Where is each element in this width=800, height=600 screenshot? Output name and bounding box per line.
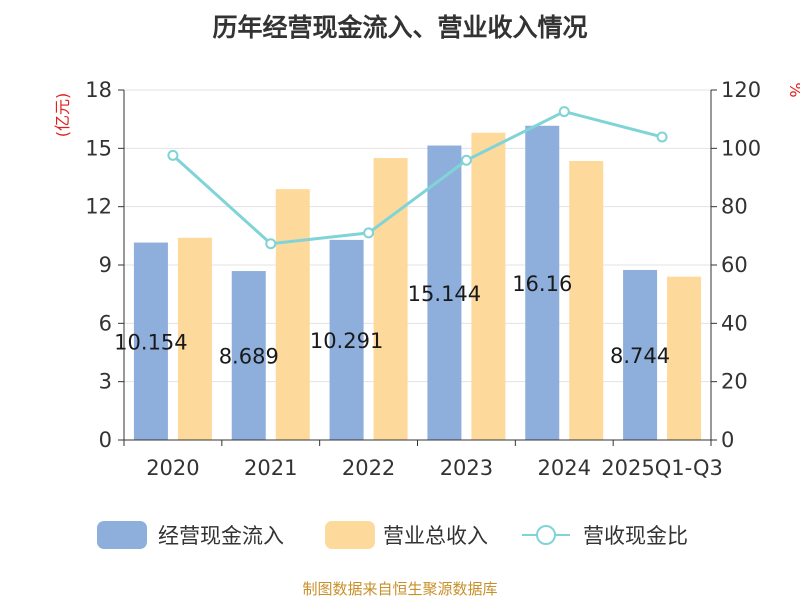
bar-revenue bbox=[373, 158, 408, 441]
right-axis-tick-label: 60 bbox=[721, 253, 748, 277]
legend-swatch bbox=[325, 521, 375, 549]
x-axis-tick-label: 2020 bbox=[146, 456, 199, 480]
bar-cash-inflow bbox=[133, 242, 168, 440]
line-point bbox=[558, 106, 570, 118]
bar-cash-inflow bbox=[231, 271, 266, 440]
bar-cash-inflow bbox=[427, 145, 462, 441]
bar-revenue bbox=[569, 160, 604, 440]
legend-label: 营收现金比 bbox=[583, 524, 688, 548]
grid bbox=[124, 89, 711, 383]
legend-label: 营业总收入 bbox=[383, 524, 488, 548]
x-axis-tick-label: 2023 bbox=[440, 456, 493, 480]
left-axis-tick-label: 18 bbox=[85, 78, 112, 102]
right-axis-tick-label: 120 bbox=[721, 78, 761, 102]
line-point bbox=[460, 154, 472, 166]
line-point bbox=[363, 227, 375, 239]
line-path bbox=[171, 109, 663, 246]
line-point bbox=[167, 149, 179, 161]
right-axis-tick-label: 0 bbox=[721, 428, 734, 452]
bar-data-label: 10.291 bbox=[310, 329, 383, 353]
bar-revenue bbox=[471, 132, 506, 440]
axes: 0 3 6 9 12 15 18 0 20 40 60 80 100 120 2020 2021 2022 202… bbox=[85, 78, 761, 480]
bar-revenue bbox=[667, 276, 702, 440]
left-axis-tick-label: 9 bbox=[99, 253, 112, 277]
bar-data-label: 8.689 bbox=[219, 345, 279, 369]
line-point bbox=[656, 131, 668, 143]
x-axis-tick-label: 2022 bbox=[342, 456, 395, 480]
right-axis-tick-label: 20 bbox=[721, 370, 748, 394]
bar-data-label: 10.154 bbox=[114, 330, 187, 354]
line-series bbox=[167, 106, 668, 250]
chart-title: 历年经营现金流入、营业收入情况 bbox=[212, 13, 587, 42]
bar-data-label: 8.744 bbox=[610, 344, 670, 368]
right-axis-tick-label: 100 bbox=[721, 136, 761, 160]
bar-labels: 10.154 8.689 10.291 15.144 16.16 8.744 bbox=[114, 272, 670, 369]
x-axis-tick-label: 2021 bbox=[244, 456, 297, 480]
left-axis-tick-label: 6 bbox=[99, 311, 112, 335]
x-axis-tick-label: 2025Q1-Q3 bbox=[601, 456, 723, 480]
left-axis-tick-label: 3 bbox=[99, 370, 112, 394]
legend: 经营现金流入 营业总收入 营收现金比 bbox=[97, 521, 688, 549]
left-axis-tick-label: 0 bbox=[99, 428, 112, 452]
legend-marker bbox=[536, 525, 556, 545]
bar-revenue bbox=[275, 189, 310, 440]
x-axis-tick-label: 2024 bbox=[538, 456, 591, 480]
source-note: 制图数据来自恒生聚源数据库 bbox=[302, 580, 497, 598]
bar-data-label: 16.16 bbox=[512, 272, 572, 296]
bar-cash-inflow bbox=[329, 239, 364, 440]
bars bbox=[133, 125, 702, 441]
bar-cash-inflow bbox=[525, 125, 560, 441]
right-axis-tick-label: 80 bbox=[721, 195, 748, 219]
legend-swatch bbox=[97, 521, 147, 549]
right-axis-tick-label: 40 bbox=[721, 311, 748, 335]
bar-cash-inflow bbox=[623, 269, 658, 440]
legend-label: 经营现金流入 bbox=[158, 524, 284, 548]
line-point bbox=[265, 238, 277, 250]
bar-data-label: 15.144 bbox=[408, 282, 481, 306]
left-axis-tick-label: 15 bbox=[85, 136, 112, 160]
left-axis-tick-label: 12 bbox=[85, 195, 112, 219]
bar-revenue bbox=[177, 237, 212, 440]
right-axis-unit: % bbox=[786, 82, 800, 97]
left-axis-unit: (亿元) bbox=[53, 93, 72, 138]
